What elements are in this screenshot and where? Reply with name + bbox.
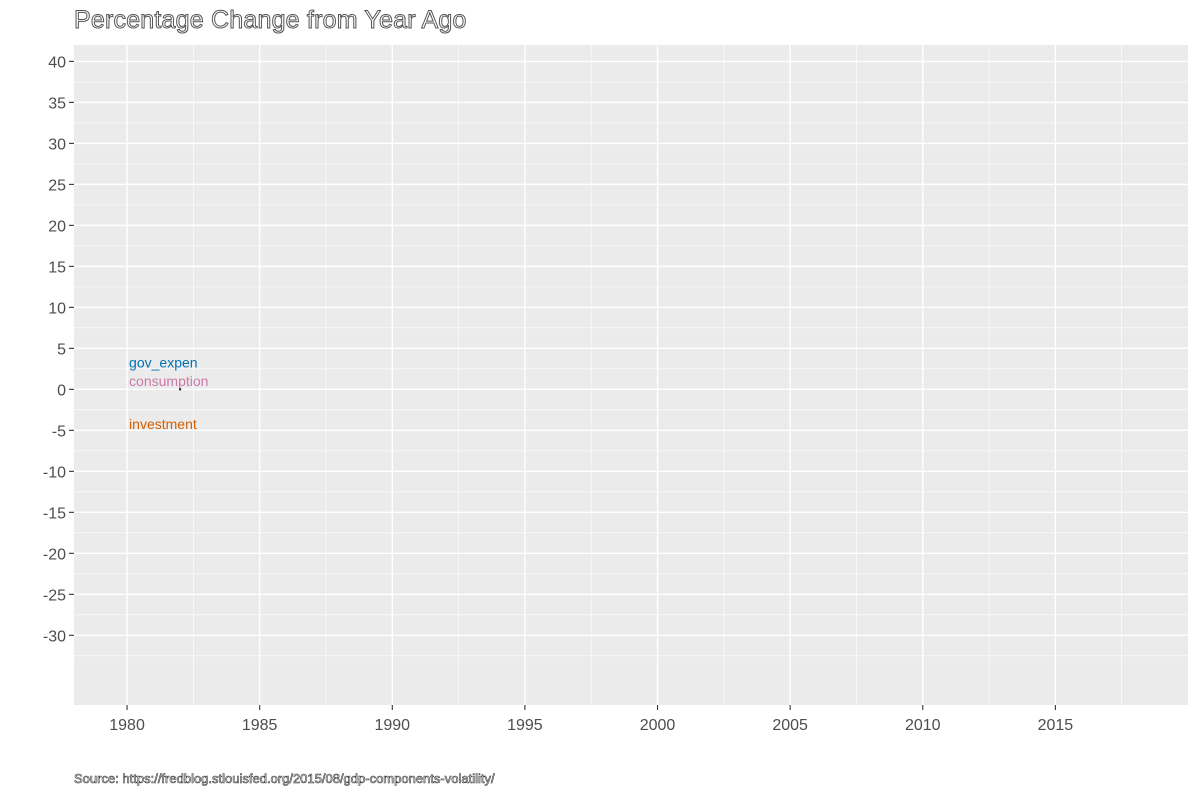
chart-title: Percentage Change from Year Ago — [74, 6, 467, 35]
series-label-consumption: consumption — [129, 373, 208, 389]
y-tick-label: -15 — [43, 505, 66, 522]
y-tick-label: 35 — [48, 95, 66, 112]
series-label-gov_expen: gov_expen — [129, 354, 198, 370]
y-tick-label: 0 — [57, 382, 66, 399]
y-tick-label: 15 — [48, 259, 66, 276]
y-tick-label: -30 — [43, 628, 66, 645]
y-tick-label: -25 — [43, 587, 66, 604]
y-tick-label: 20 — [48, 218, 66, 235]
y-axis: -30 -25 -20 -15 -10 -5 0 5 10 15 20 25 30 35 40 — [43, 54, 74, 645]
y-tick-label: 25 — [48, 177, 66, 194]
x-tick-label: 1990 — [374, 717, 410, 734]
x-tick-label: 2000 — [640, 717, 676, 734]
y-tick-label: 5 — [57, 341, 66, 358]
x-axis: 1980 1985 1990 1995 2000 2005 2010 2015 — [109, 705, 1073, 734]
y-tick-label: -20 — [43, 546, 66, 563]
x-tick-label: 1985 — [242, 717, 278, 734]
x-tick-label: 2010 — [905, 717, 941, 734]
series-layer: gov_expen consumption investment — [129, 354, 208, 431]
y-tick-label: -10 — [43, 464, 66, 481]
y-tick-label: -5 — [52, 423, 66, 440]
x-tick-label: 2005 — [772, 717, 808, 734]
series-point-investment — [178, 388, 182, 391]
y-tick-label: 40 — [48, 54, 66, 71]
x-tick-label: 2015 — [1038, 717, 1074, 734]
y-tick-label: 30 — [48, 136, 66, 153]
chart-caption: Source: https://fredblog.stlouisfed.org/… — [74, 771, 495, 787]
x-tick-label: 1995 — [507, 717, 543, 734]
major-grid — [74, 45, 1188, 705]
y-tick-label: 10 — [48, 300, 66, 317]
x-tick-label: 1980 — [109, 717, 145, 734]
series-label-investment: investment — [129, 416, 197, 432]
